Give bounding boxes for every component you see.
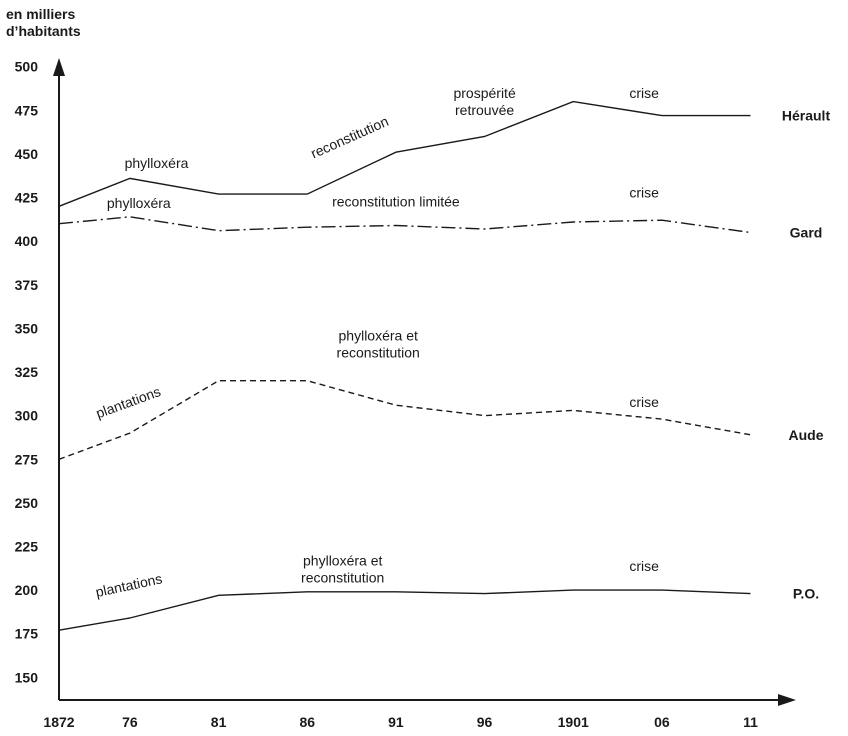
x-tick-label: 11 <box>743 714 758 730</box>
x-axis-arrow <box>778 694 796 706</box>
y-axis-title-line-1: en milliers <box>6 6 75 22</box>
y-axis-title-line-2: d’habitants <box>6 23 81 39</box>
annotation: plantations <box>94 570 164 600</box>
annotation: plantations <box>94 383 163 421</box>
annotations: phylloxéra reconstitution prospéritéretrou… <box>94 85 659 600</box>
x-tick-label: 76 <box>122 714 138 730</box>
y-tick-label: 450 <box>15 146 39 162</box>
x-tick-label: 81 <box>211 714 227 730</box>
annotation-text: crise <box>629 185 659 201</box>
annotation-text: crise <box>629 394 659 410</box>
y-tick-label: 350 <box>15 320 39 336</box>
annotation-text: retrouvée <box>455 102 514 118</box>
x-tick-label: 86 <box>299 714 315 730</box>
y-tick-label: 275 <box>15 451 39 467</box>
annotation-text: phylloxéra et <box>339 328 418 344</box>
y-tick-label: 250 <box>15 495 39 511</box>
annotation-text: phylloxéra <box>125 155 189 171</box>
annotation: reconstitution limitée <box>332 193 460 209</box>
x-tick-label: 1872 <box>43 714 74 730</box>
y-tick-label: 475 <box>15 102 39 118</box>
annotation-text: reconstitution limitée <box>332 193 460 209</box>
x-tick-labels: 1872 76 81 86 91 96 1901 06 11 <box>43 714 758 730</box>
x-tick-label: 91 <box>388 714 404 730</box>
series-label-p-o: P.O. <box>793 586 819 602</box>
series-label-h-rault: Hérault <box>782 108 831 124</box>
x-tick-label: 96 <box>477 714 493 730</box>
y-tick-label: 150 <box>15 669 39 685</box>
y-tick-label: 425 <box>15 190 39 206</box>
annotation: phylloxéra <box>107 195 171 211</box>
annotation-text: reconstitution <box>308 113 391 161</box>
annotation-text: phylloxéra <box>107 195 171 211</box>
axes <box>53 58 796 706</box>
series-line-p-o <box>58 589 751 631</box>
series-line-aude <box>58 380 751 460</box>
series-line-h-rault <box>58 100 751 207</box>
annotation-text: prospérité <box>453 85 515 101</box>
annotation: crise <box>629 558 659 574</box>
y-tick-label: 175 <box>15 626 39 642</box>
annotation-text: crise <box>629 558 659 574</box>
annotation: reconstitution <box>308 113 391 161</box>
annotation-text: reconstitution <box>337 345 420 361</box>
series-line-gard <box>58 216 751 234</box>
y-tick-label: 200 <box>15 582 39 598</box>
annotation: crise <box>629 185 659 201</box>
y-tick-label: 375 <box>15 277 39 293</box>
annotation-text: plantations <box>94 383 163 421</box>
annotation: crise <box>629 394 659 410</box>
series-lines <box>58 100 751 631</box>
series-label-gard: Gard <box>790 224 823 240</box>
y-tick-label: 300 <box>15 408 39 424</box>
y-tick-label: 325 <box>15 364 39 380</box>
annotation: phylloxéra <box>125 155 189 171</box>
series-labels: Hérault Gard Aude P.O. <box>782 108 831 602</box>
series-label-aude: Aude <box>789 427 824 443</box>
y-tick-label: 500 <box>15 59 39 75</box>
annotation-text: reconstitution <box>301 570 384 586</box>
x-tick-label: 1901 <box>558 714 589 730</box>
annotation-text: phylloxéra et <box>303 553 382 569</box>
annotation-text: plantations <box>94 570 164 600</box>
y-tick-label: 400 <box>15 233 39 249</box>
annotation-text: crise <box>629 85 659 101</box>
x-tick-label: 06 <box>654 714 670 730</box>
y-tick-labels: 150 175 200 225 250 275 300 325 350 375 400 425 450 4… <box>15 59 39 686</box>
y-axis-arrow <box>53 58 65 76</box>
y-tick-label: 225 <box>15 538 39 554</box>
annotation: crise <box>629 85 659 101</box>
